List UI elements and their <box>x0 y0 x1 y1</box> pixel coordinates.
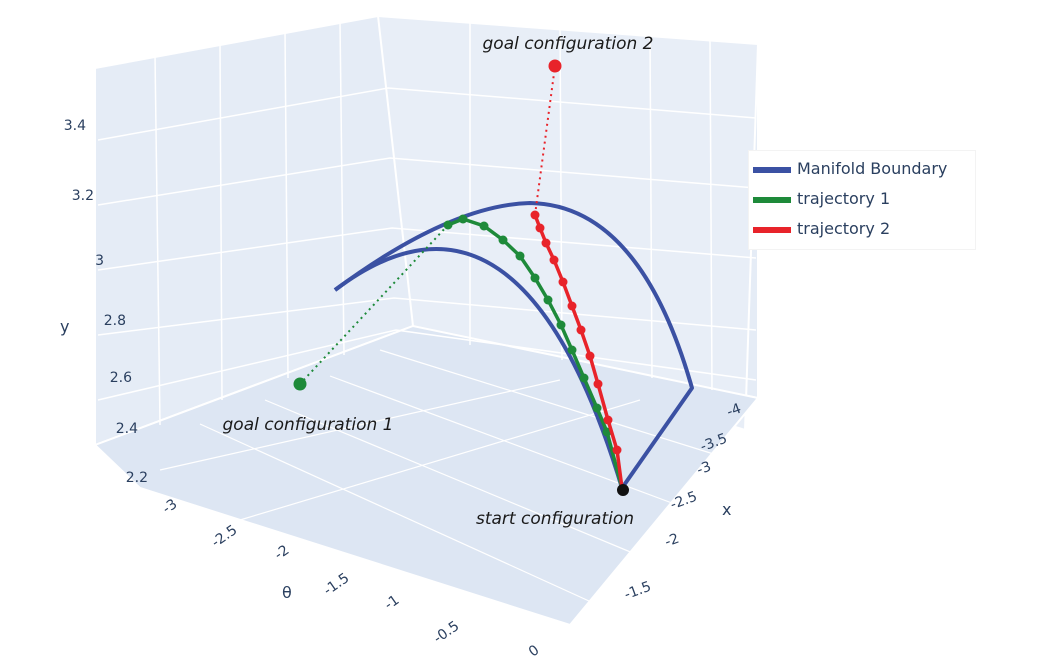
theta-tick-label: -2 <box>272 542 293 563</box>
goal-1-marker <box>293 377 307 391</box>
legend-swatch <box>753 197 791 203</box>
legend: Manifold Boundary trajectory 1 trajectory … <box>748 150 976 250</box>
grid-floor-4 <box>159 379 561 471</box>
y-tick-label: 2.8 <box>104 313 126 329</box>
legend-label: trajectory 1 <box>797 189 891 208</box>
y-tick-label: 3.2 <box>72 188 94 204</box>
legend-item[interactable]: trajectory 2 <box>749 215 975 245</box>
trajectory-2-marker <box>612 445 622 455</box>
legend-label: trajectory 2 <box>797 219 891 238</box>
grid-floor-1 <box>264 399 641 557</box>
manifold-boundary-inner <box>333 247 624 489</box>
trajectory-1-marker <box>458 214 468 224</box>
trajectory-1-marker <box>543 295 553 305</box>
trajectory-2-marker <box>593 379 603 389</box>
y-tick-label: 2.4 <box>116 421 138 437</box>
annotation-label: start configuration <box>476 509 634 529</box>
grid-y-2 <box>97 227 757 271</box>
traces <box>293 59 694 496</box>
start-marker <box>617 484 629 496</box>
trajectory-2-marker <box>603 415 613 425</box>
grid-v-1 <box>219 42 223 401</box>
trajectory-1-marker <box>567 345 577 355</box>
grid-y-0 <box>97 87 757 141</box>
pane-right <box>376 14 760 432</box>
x-axis-title: x <box>722 500 731 519</box>
trajectory-2-marker <box>576 325 586 335</box>
goal-2-marker <box>548 59 562 73</box>
y-tick-label: 3 <box>95 253 104 269</box>
y-tick-label: 2.6 <box>110 370 132 386</box>
theta-tick-label: -2.5 <box>209 522 241 551</box>
x-tick-label: -2 <box>663 531 682 551</box>
legend-swatch <box>753 167 791 173</box>
grid-lines <box>97 21 757 607</box>
theta-tick-label: 0 <box>526 642 542 660</box>
legend-swatch <box>753 227 791 233</box>
theta-axis-title: θ <box>282 583 292 602</box>
x-tick-label: -4 <box>725 401 744 421</box>
grid-v-2 <box>284 30 289 379</box>
manifold-boundary-outer <box>333 201 694 490</box>
trajectory-1-marker <box>498 235 508 245</box>
goal1-connector <box>299 224 449 385</box>
trajectory-1-marker <box>443 220 453 230</box>
trajectory-2-marker <box>530 210 540 220</box>
legend-label: Manifold Boundary <box>797 159 948 178</box>
annotations: goal configuration 2 goal configuration 1… <box>223 34 654 529</box>
axis-panes <box>93 14 760 627</box>
y-axis-title: y <box>60 317 69 336</box>
trajectory-1-marker <box>479 221 489 231</box>
trajectory-2-marker <box>535 223 545 233</box>
grid-v-6 <box>649 34 653 379</box>
grid-floor-0 <box>199 423 601 607</box>
goal2-connector <box>534 65 556 216</box>
trajectory-2-marker <box>541 238 551 248</box>
trajectory-1-marker <box>556 320 566 330</box>
y-tick-label: 3.4 <box>64 118 86 134</box>
theta-tick-label: -1.5 <box>321 570 353 599</box>
trajectory-2-marker <box>585 351 595 361</box>
x-tick-label: -1.5 <box>622 579 653 603</box>
x-tick-label: -3 <box>695 459 714 479</box>
theta-tick-label: -0.5 <box>431 618 463 647</box>
trajectory-1-marker <box>530 273 540 283</box>
grid-floor-5 <box>239 399 641 521</box>
legend-item[interactable]: Manifold Boundary <box>749 155 975 185</box>
grid-y-4 <box>97 329 757 401</box>
legend-item[interactable]: trajectory 1 <box>749 185 975 215</box>
trajectory-2-marker <box>558 277 568 287</box>
annotation-label: goal configuration 2 <box>483 34 654 54</box>
grid-v-3 <box>339 21 345 356</box>
trajectory-1-marker <box>515 251 525 261</box>
trajectory-2-marker <box>567 301 577 311</box>
grid-v-0 <box>154 54 161 426</box>
grid-v-5 <box>559 27 563 361</box>
grid-y-1 <box>97 157 757 206</box>
trajectory-1-marker <box>579 373 589 383</box>
axis-titles: y θ x <box>60 317 731 602</box>
trajectory-1-marker <box>592 403 602 413</box>
trajectory-2-marker <box>549 255 559 265</box>
grid-floor-3 <box>379 349 721 457</box>
y-tick-label: 2.2 <box>126 470 148 486</box>
annotation-label: goal configuration 1 <box>223 415 394 435</box>
grid-v-7 <box>709 39 713 391</box>
grid-y-3 <box>97 297 757 336</box>
theta-tick-label: -1 <box>382 592 403 613</box>
